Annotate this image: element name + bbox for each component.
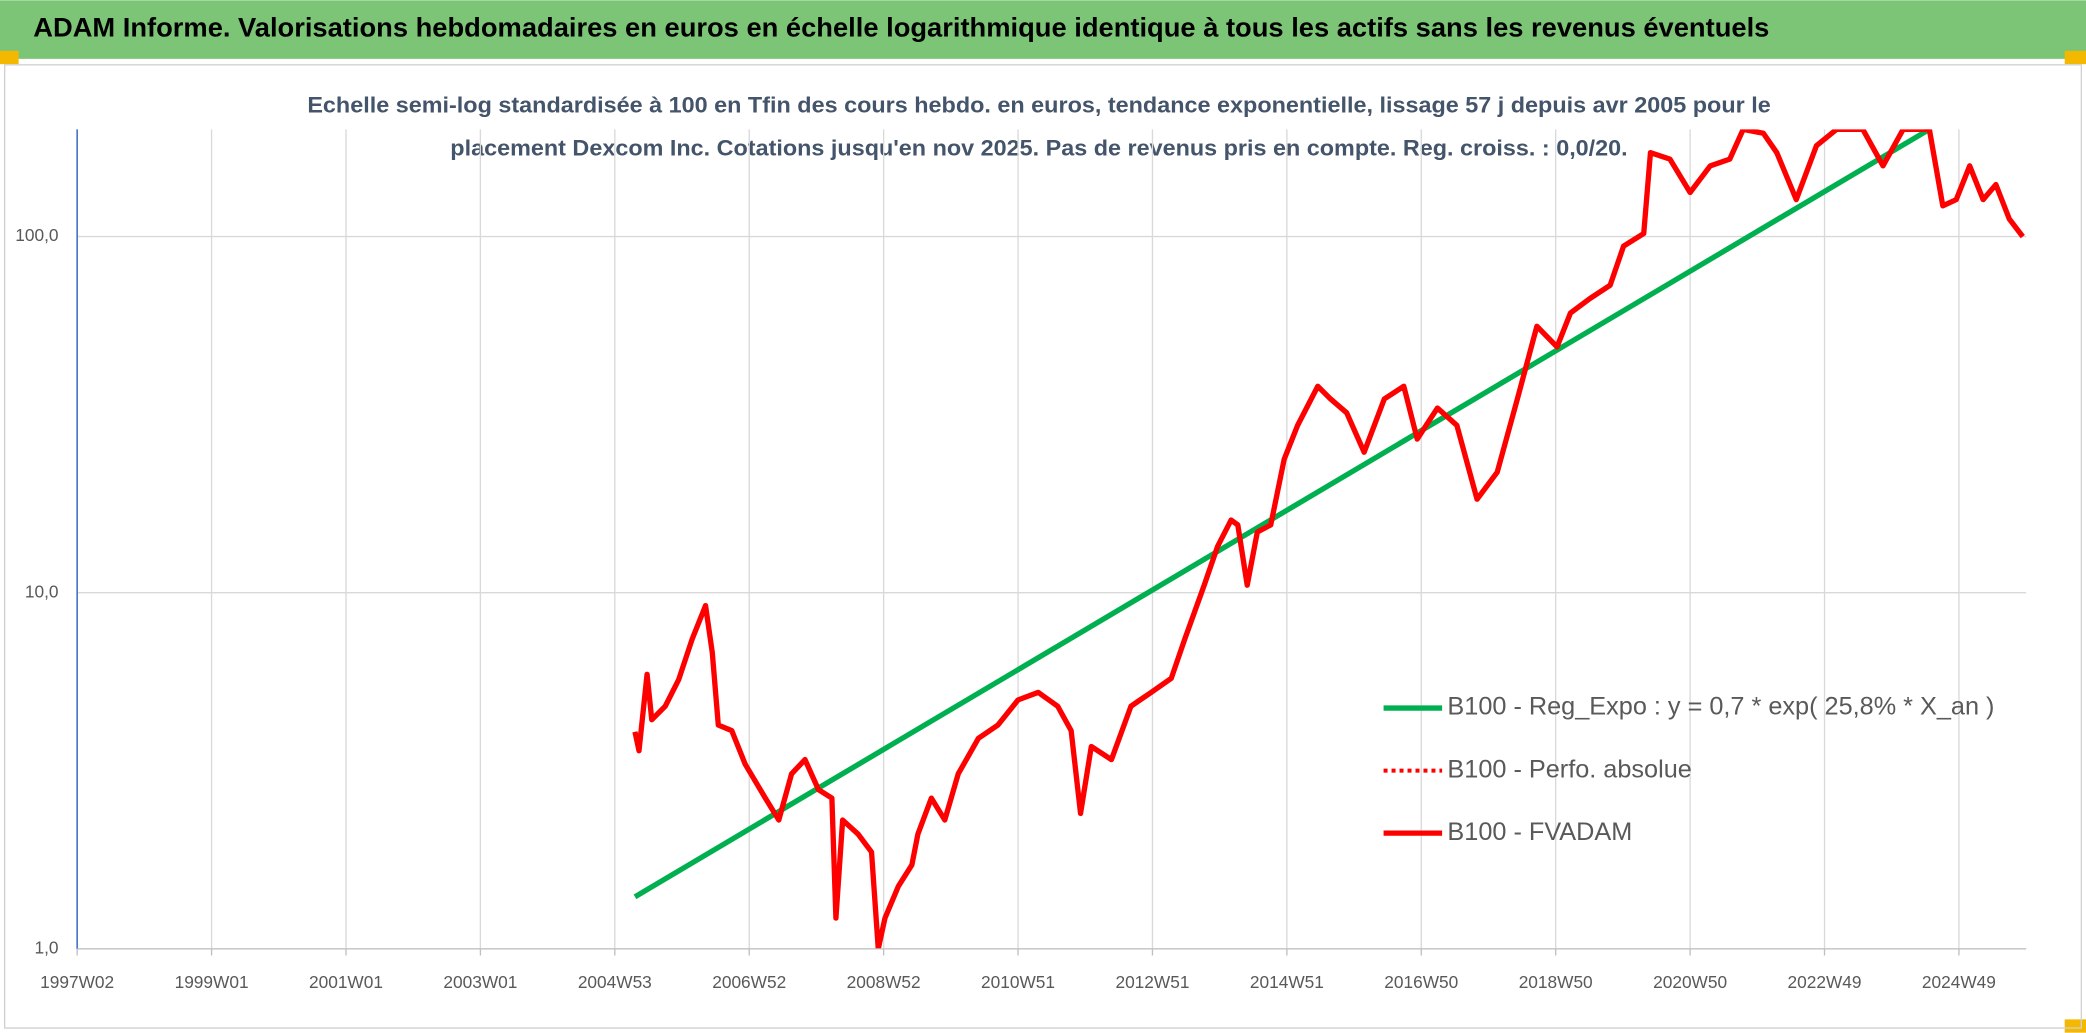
series-line — [633, 129, 1931, 900]
y-tick-label: 1,0 — [35, 937, 59, 957]
series-line — [632, 129, 2025, 949]
plot-area — [632, 129, 2025, 949]
x-tick-label: 2003W01 — [443, 972, 517, 992]
x-tick-label: 2018W50 — [1519, 972, 1593, 992]
corner-mark — [0, 50, 19, 65]
legend-label: B100 - Perfo. absolue — [1447, 755, 1691, 783]
y-tick-label: 10,0 — [25, 581, 59, 601]
chart-subtitle: Echelle semi-log standardisée à 100 en T… — [307, 93, 1770, 118]
axes: 1,0 10,0 100,0 1997W02 1999W01 2001W01 2003W01… — [15, 129, 2027, 992]
x-tick-label: 2012W51 — [1115, 972, 1189, 992]
x-tick-label: 2006W52 — [712, 972, 786, 992]
chart-frame — [3, 64, 2083, 1029]
x-tick-label: 2001W01 — [309, 972, 383, 992]
x-tick-label: 2010W51 — [981, 972, 1055, 992]
y-tick-label: 100,0 — [15, 225, 58, 245]
chart-title: ADAM Informe. Valorisations hebdomadaire… — [33, 13, 1769, 43]
legend: B100 - Reg_Expo : y = 0,7 * exp( 25,8% *… — [1383, 693, 1994, 846]
x-tick-label: 1999W01 — [175, 972, 249, 992]
corner-mark — [2064, 1019, 2086, 1033]
header-bar — [0, 0, 2086, 59]
chart-subtitle: placement Dexcom Inc. Cotations jusqu'en… — [450, 135, 1627, 160]
x-tick-label: 2022W49 — [1788, 972, 1862, 992]
x-tick-label: 2008W52 — [847, 972, 921, 992]
x-tick-label: 2024W49 — [1922, 972, 1996, 992]
corner-mark — [2064, 50, 2086, 65]
x-tick-label: 1997W02 — [40, 972, 114, 992]
x-tick-label: 2016W50 — [1384, 972, 1458, 992]
x-tick-label: 2020W50 — [1653, 972, 1727, 992]
legend-label: B100 - Reg_Expo : y = 0,7 * exp( 25,8% *… — [1447, 693, 1994, 721]
x-tick-label: 2014W51 — [1250, 972, 1324, 992]
legend-label: B100 - FVADAM — [1447, 818, 1632, 846]
x-tick-label: 2004W53 — [578, 972, 652, 992]
